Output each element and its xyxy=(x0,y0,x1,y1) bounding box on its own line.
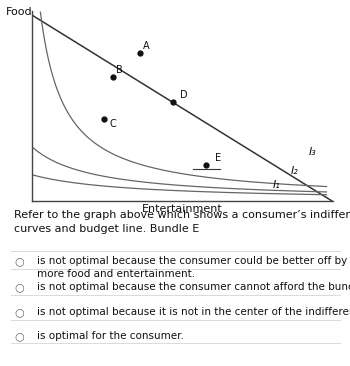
Text: ○: ○ xyxy=(14,282,24,292)
Text: ○: ○ xyxy=(14,331,24,341)
Text: is optimal for the consumer.: is optimal for the consumer. xyxy=(37,331,184,341)
Text: is not optimal because the consumer cannot afford the bundle.: is not optimal because the consumer cann… xyxy=(37,282,350,292)
Text: I₂: I₂ xyxy=(290,166,298,176)
Text: E: E xyxy=(215,153,221,163)
Text: Refer to the graph above which shows a consumer’s indifference
curves and budget: Refer to the graph above which shows a c… xyxy=(14,210,350,234)
Text: C: C xyxy=(110,119,117,129)
Text: ○: ○ xyxy=(14,307,24,317)
Text: A: A xyxy=(143,41,149,51)
Text: I₃: I₃ xyxy=(308,147,316,157)
Text: D: D xyxy=(181,90,188,100)
Text: I₁: I₁ xyxy=(272,180,280,190)
Text: is not optimal because it is not in the center of the indifference curve.: is not optimal because it is not in the … xyxy=(37,307,350,317)
Text: ○: ○ xyxy=(14,256,24,266)
Text: is not optimal because the consumer could be better off by consuming
more food a: is not optimal because the consumer coul… xyxy=(37,256,350,279)
Text: B: B xyxy=(116,65,122,75)
Y-axis label: Food: Food xyxy=(6,7,33,17)
X-axis label: Entertainment: Entertainment xyxy=(142,204,222,214)
